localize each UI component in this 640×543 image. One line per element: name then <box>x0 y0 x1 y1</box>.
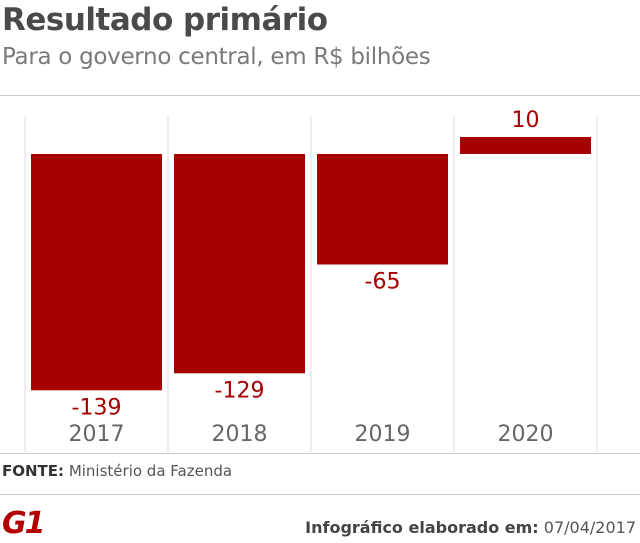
bar-2017 <box>31 154 162 391</box>
source-label: FONTE: <box>2 462 65 480</box>
footer-divider-top <box>0 453 640 454</box>
credit-label: Infográfico elaborado em: <box>305 518 539 537</box>
bar-2019 <box>317 154 448 265</box>
chart-subtitle: Para o governo central, em R$ bilhões <box>2 44 431 70</box>
credit-date: 07/04/2017 <box>543 518 636 537</box>
footer-divider-bottom <box>0 494 640 495</box>
top-divider <box>0 95 640 96</box>
category-label-2019: 2019 <box>355 422 411 447</box>
source-text: Ministério da Fazenda <box>68 462 233 480</box>
category-label-2017: 2017 <box>69 422 125 447</box>
credit-note: Infográfico elaborado em: 07/04/2017 <box>305 518 636 537</box>
g1-logo: G1 <box>2 506 45 541</box>
category-label-2018: 2018 <box>212 422 268 447</box>
source-note: FONTE: Ministério da Fazenda <box>2 462 232 480</box>
category-label-2020: 2020 <box>498 422 554 447</box>
value-label-2018: -129 <box>215 378 265 403</box>
value-label-2020: 10 <box>512 108 540 133</box>
bar-2018 <box>174 154 305 374</box>
value-label-2019: -65 <box>365 270 401 295</box>
chart-title: Resultado primário <box>2 2 328 38</box>
bar-2020 <box>460 137 591 154</box>
value-label-2017: -139 <box>72 395 122 420</box>
